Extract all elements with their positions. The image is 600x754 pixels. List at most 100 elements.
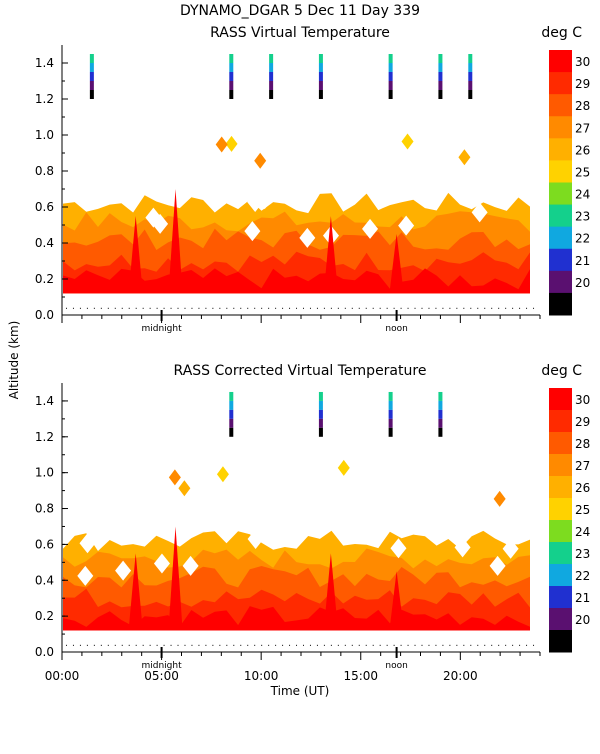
high-sounding-cell (269, 63, 274, 72)
high-sounding-cell (229, 391, 234, 401)
ground-dot (337, 644, 339, 646)
colorbar-unit: deg C (541, 25, 582, 41)
colorbar-swatch (549, 476, 572, 499)
ground-dot (149, 644, 151, 646)
ground-dot (121, 644, 123, 646)
ground-dot (435, 307, 437, 309)
ground-dot (107, 307, 109, 309)
ground-dot (275, 644, 277, 646)
colorbar-label: 21 (575, 591, 590, 605)
ground-dot (282, 307, 284, 309)
high-sounding-cell (229, 409, 234, 419)
high-sounding-cell (388, 81, 393, 90)
warm-column (128, 216, 143, 292)
high-sounding-cell (269, 54, 274, 63)
missing-data-gap (145, 207, 162, 228)
ground-dot (358, 644, 360, 646)
ground-dot (93, 307, 95, 309)
colorbar-swatch (549, 410, 572, 433)
colorbar-swatch (549, 292, 572, 316)
day-marker-label: midnight (142, 661, 183, 671)
ground-dot (86, 307, 88, 309)
ground-dot (177, 644, 179, 646)
high-sounding-cell (468, 90, 473, 99)
ground-dot (491, 307, 493, 309)
high-sounding-cell (229, 400, 234, 410)
y-tick-label: 0.2 (35, 609, 54, 623)
ground-dot (309, 307, 311, 309)
ground-dot (212, 307, 214, 309)
ground-dot (358, 307, 360, 309)
ground-dot (142, 307, 144, 309)
ground-dot (247, 644, 249, 646)
colorbar-swatch (549, 498, 572, 521)
ground-dot (226, 307, 228, 309)
ground-dot (254, 307, 256, 309)
ground-dot (219, 644, 221, 646)
y-axis-label: Altitude (km) (7, 321, 21, 400)
isolated-patch (337, 459, 350, 476)
high-sounding-cell (318, 81, 323, 90)
ground-dot (240, 644, 242, 646)
colorbar-label: 25 (575, 503, 590, 517)
warm-column (168, 189, 183, 292)
missing-data-gap (398, 215, 415, 236)
ground-dot (316, 307, 318, 309)
ground-dot (484, 307, 486, 309)
high-sounding-cell (89, 72, 94, 81)
high-sounding-cell (438, 72, 443, 81)
ground-dot (449, 307, 451, 309)
ground-dot (351, 307, 353, 309)
high-sounding-cell (438, 54, 443, 63)
warm-column (128, 553, 143, 629)
ground-dot (170, 644, 172, 646)
ground-dot (107, 644, 109, 646)
ground-dot (79, 644, 81, 646)
ground-dot (407, 644, 409, 646)
ground-dot (296, 307, 298, 309)
isolated-patch (401, 133, 414, 150)
day-marker-label: midnight (142, 324, 183, 334)
y-tick-label: 0.6 (35, 200, 54, 214)
ground-dot (289, 644, 291, 646)
high-sounding-cell (438, 400, 443, 410)
colorbar-swatch (549, 182, 572, 206)
high-sounding-cell (438, 427, 443, 437)
temperature-band (63, 606, 530, 631)
colorbar-label: 21 (575, 254, 590, 268)
colorbar-label: 24 (575, 188, 590, 202)
colorbar-label: 29 (575, 415, 590, 429)
ground-dot (72, 644, 74, 646)
ground-dot (191, 307, 193, 309)
warm-column (323, 216, 338, 292)
colorbar-swatch (549, 454, 572, 477)
ground-dot (533, 644, 535, 646)
y-tick-label: 1.0 (35, 466, 54, 480)
high-sounding-cell (318, 418, 323, 428)
ground-dot (254, 644, 256, 646)
ground-dot (421, 644, 423, 646)
high-sounding-cell (229, 63, 234, 72)
colorbar-label: 20 (575, 276, 590, 290)
high-sounding-cell (388, 418, 393, 428)
high-sounding-cell (89, 90, 94, 99)
isolated-patch (215, 136, 228, 153)
colorbar-label: 29 (575, 77, 590, 91)
ground-dot (512, 644, 514, 646)
chart-panel-corrected-virtual-temperature: RASS Corrected Virtual Temperature deg C 1… (35, 363, 590, 671)
chart-panel-virtual-temperature: RASS Virtual Temperature deg C 1.4 1.2 1.0 0.… (35, 25, 590, 334)
high-sounding-cell (318, 54, 323, 63)
ground-dot (477, 644, 479, 646)
missing-data-gap (79, 533, 96, 554)
colorbar-label: 23 (575, 210, 590, 224)
ground-dot (128, 644, 130, 646)
high-sounding-cell (269, 81, 274, 90)
ground-dot (344, 644, 346, 646)
ground-dot (121, 307, 123, 309)
ground-dot (275, 307, 277, 309)
ground-dot (442, 307, 444, 309)
missing-data-gap (299, 227, 316, 248)
missing-data-gap (502, 538, 519, 559)
high-sounding-cell (388, 54, 393, 63)
